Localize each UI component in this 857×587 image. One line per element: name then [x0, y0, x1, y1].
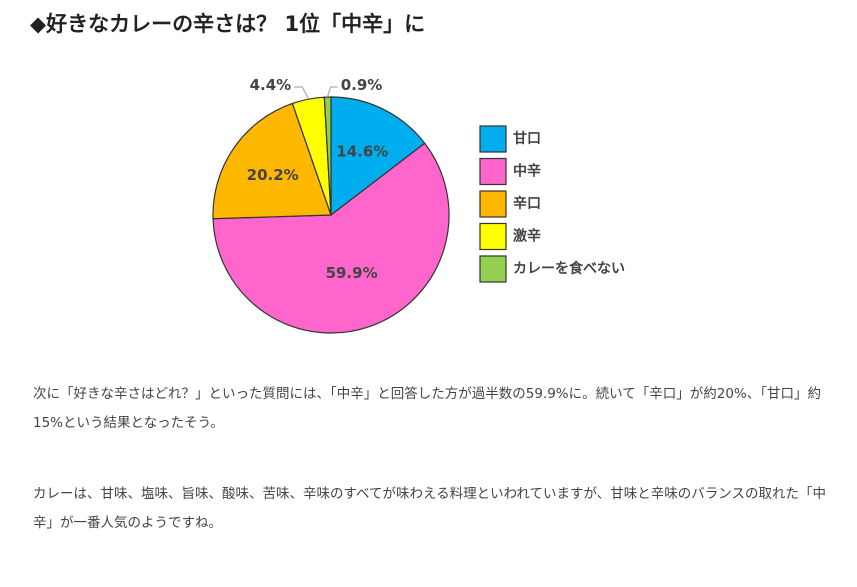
slice-percent-label: 20.2% [247, 166, 299, 184]
pie-slice [212, 102, 332, 220]
pie-slice [212, 142, 450, 334]
pie-slices [212, 96, 450, 334]
paragraph-balance: カレーは、甘味、塩味、旨味、酸味、苦味、辛味のすべてが味わえる料理といわれていま… [33, 486, 826, 531]
leader-line [294, 86, 309, 99]
legend-swatch [479, 125, 507, 153]
leader-line [327, 86, 338, 97]
slice-percent-label: 0.9% [341, 76, 383, 94]
slice-percent-label: 4.4% [250, 76, 292, 94]
legend-label: 甘口 [513, 130, 541, 147]
legend-swatch [479, 222, 507, 251]
pie-labels: 14.6% 59.9% 20.2% 4.4% 0.9% [247, 76, 389, 282]
legend-swatch [479, 157, 507, 186]
legend-label: 激辛 [513, 228, 541, 245]
legend-label: 中辛 [513, 163, 541, 180]
page-heading: ◆好きなカレーの辛さは？ 1位「中辛」に [30, 12, 426, 36]
paragraph-spiciness-result: 次に「好きな辛さはどれ？」といった質問には、「中辛」と回答した方が過半数の59.… [33, 386, 821, 431]
legend-label: カレーを食べない [513, 260, 625, 277]
legend-swatch [479, 255, 507, 283]
pie-slice [323, 96, 332, 216]
pie-slice [330, 96, 426, 217]
legend-label: 辛口 [513, 195, 541, 212]
legend-swatch [479, 190, 507, 218]
slice-percent-label: 14.6% [336, 143, 388, 161]
slice-percent-label: 59.9% [326, 264, 378, 282]
